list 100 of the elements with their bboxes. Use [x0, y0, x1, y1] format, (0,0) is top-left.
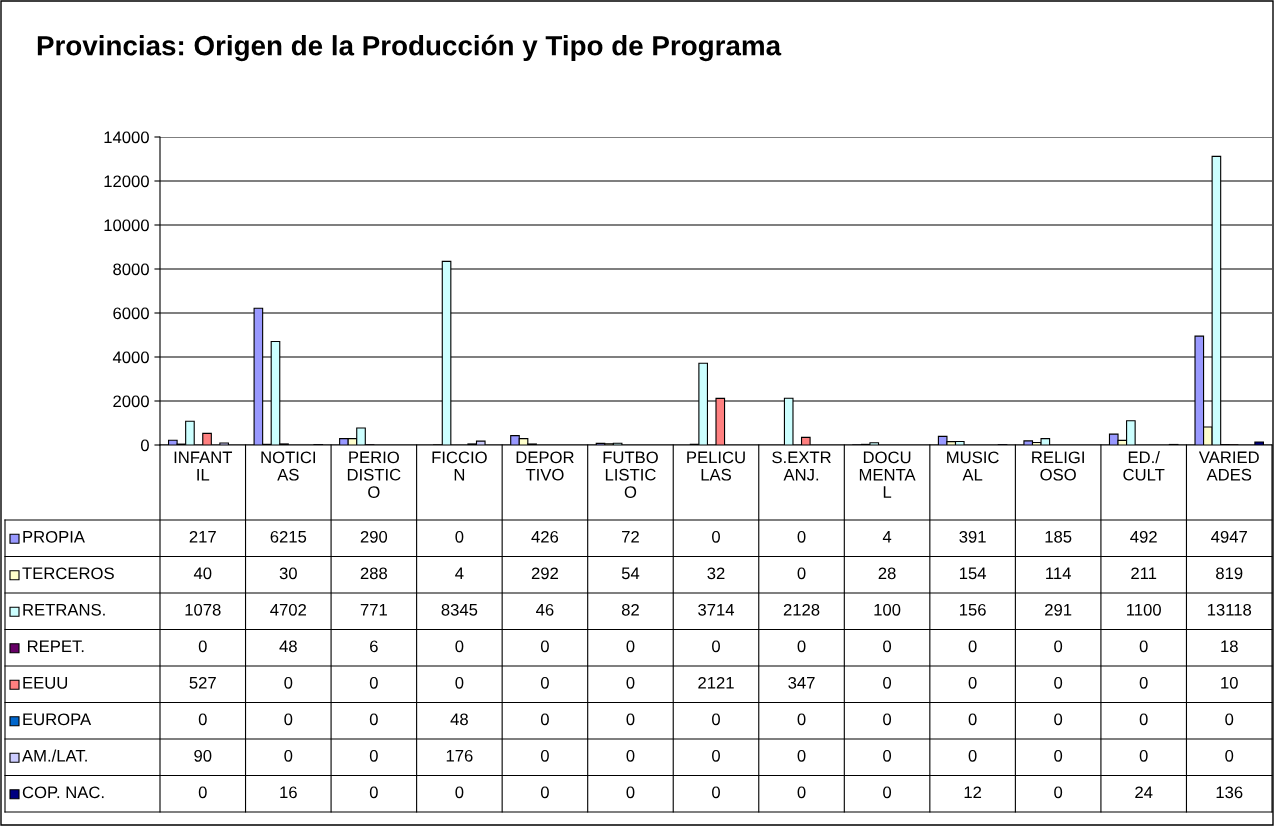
data-label: 6215 [270, 530, 307, 543]
x-tick-label: S.EXTR ANJ. [772, 451, 831, 481]
legend-label: EEUU [23, 677, 68, 689]
data-label: 1100 [1127, 603, 1161, 616]
data-label: 0 [198, 640, 207, 653]
legend-label: REPET. [28, 640, 84, 653]
data-label: 0 [883, 676, 892, 689]
data-label: 0 [626, 713, 635, 726]
data-label: 0 [797, 786, 806, 799]
data-label: 492 [1130, 530, 1157, 543]
data-label: 0 [1054, 786, 1063, 799]
legend-label: TERCEROS [22, 567, 114, 580]
data-label: 90 [194, 749, 212, 762]
data-label: 0 [883, 749, 892, 762]
data-label: 0 [369, 786, 378, 799]
data-label: 154 [959, 567, 987, 580]
data-label: 48 [279, 640, 297, 653]
data-label: 0 [369, 749, 378, 762]
data-label: 8345 [441, 603, 478, 616]
x-tick-label: FUTBO LISTIC O [603, 451, 658, 498]
data-label: 0 [369, 676, 378, 689]
data-label: 771 [360, 604, 387, 616]
y-tick-label: 12000 [104, 175, 149, 188]
x-tick-label: INFANT IL [174, 451, 233, 481]
data-label: 0 [797, 640, 806, 653]
data-label: 0 [455, 786, 464, 799]
y-tick-label: 4000 [112, 351, 149, 364]
data-label: 0 [968, 676, 977, 689]
data-label: 0 [1139, 640, 1148, 653]
data-label: 0 [369, 713, 378, 726]
data-label: 12 [964, 786, 982, 799]
data-label: 0 [883, 640, 892, 653]
data-label: 100 [874, 603, 901, 616]
data-label: 0 [1139, 749, 1148, 762]
data-label: 0 [284, 676, 293, 689]
data-label: 0 [198, 713, 207, 726]
data-label: 0 [198, 786, 207, 799]
y-tick-label: 2000 [113, 395, 149, 408]
x-tick-label: PERIO DISTIC O [347, 451, 401, 498]
x-tick-label: FICCIO N [432, 451, 487, 481]
data-label: 527 [189, 676, 216, 689]
data-label: 0 [968, 713, 977, 726]
data-label: 0 [1139, 676, 1148, 689]
data-label: 2128 [783, 603, 820, 616]
data-label: 0 [1139, 713, 1148, 726]
data-label: 0 [540, 676, 549, 689]
data-label: 0 [626, 640, 635, 653]
data-label: 292 [531, 567, 558, 580]
data-label: 4702 [270, 603, 307, 616]
data-label: 185 [1045, 530, 1072, 543]
legend-label: COP. NAC. [22, 786, 104, 799]
legend-label: PROPIA [23, 530, 85, 543]
x-tick-label: PELICU LAS [687, 451, 745, 481]
data-label: 10 [1221, 676, 1238, 689]
data-label: 0 [712, 640, 720, 653]
data-label: 1078 [185, 603, 221, 616]
data-label: 0 [968, 749, 977, 762]
x-tick-label: DEPOR TIVO [516, 451, 574, 481]
y-tick-label: 8000 [113, 263, 149, 276]
data-label: 0 [1054, 676, 1063, 689]
data-label: 211 [1131, 567, 1157, 580]
chart-title: Provincias: Origen de la Producción y Tipo de Programa [37, 34, 782, 62]
data-label: 0 [626, 676, 635, 689]
data-label: 6 [370, 640, 378, 653]
data-label: 0 [797, 567, 806, 580]
x-tick-label: NOTICI AS [261, 451, 316, 481]
y-tick-label: 14000 [104, 131, 149, 144]
legend-label: AM./LAT. [22, 749, 87, 762]
data-label: 0 [1225, 713, 1234, 726]
data-label: 156 [959, 603, 986, 616]
data-label: 819 [1216, 567, 1243, 580]
data-label: 0 [540, 749, 549, 762]
data-label: 291 [1045, 603, 1072, 616]
x-tick-label: MUSIC AL [947, 451, 999, 481]
data-label: 18 [1221, 640, 1238, 653]
data-label: 0 [797, 749, 806, 762]
data-label: 288 [360, 567, 388, 580]
data-label: 217 [189, 530, 216, 543]
data-label: 0 [540, 786, 549, 799]
data-label: 0 [284, 713, 293, 726]
x-tick-label: DOCU MENTA L [859, 451, 916, 498]
data-label: 0 [1054, 749, 1063, 762]
data-label: 30 [279, 567, 297, 580]
y-tick-label: 6000 [113, 307, 149, 320]
legend-label: RETRANS. [23, 603, 105, 616]
x-tick-label: RELIGI OSO [1032, 451, 1084, 481]
data-label: 0 [540, 713, 549, 726]
data-label: 347 [788, 676, 815, 689]
data-label: 0 [883, 713, 892, 726]
data-label: 0 [455, 640, 464, 653]
data-label: 0 [540, 640, 549, 653]
data-label: 16 [280, 786, 297, 799]
legend-label: EUROPA [23, 713, 92, 726]
data-label: 0 [1054, 713, 1063, 726]
data-label: 0 [1225, 749, 1234, 762]
data-label: 54 [621, 567, 640, 580]
data-label: 0 [455, 530, 464, 543]
data-label: 0 [626, 786, 635, 799]
data-label: 426 [531, 530, 559, 543]
data-label: 40 [193, 567, 212, 580]
